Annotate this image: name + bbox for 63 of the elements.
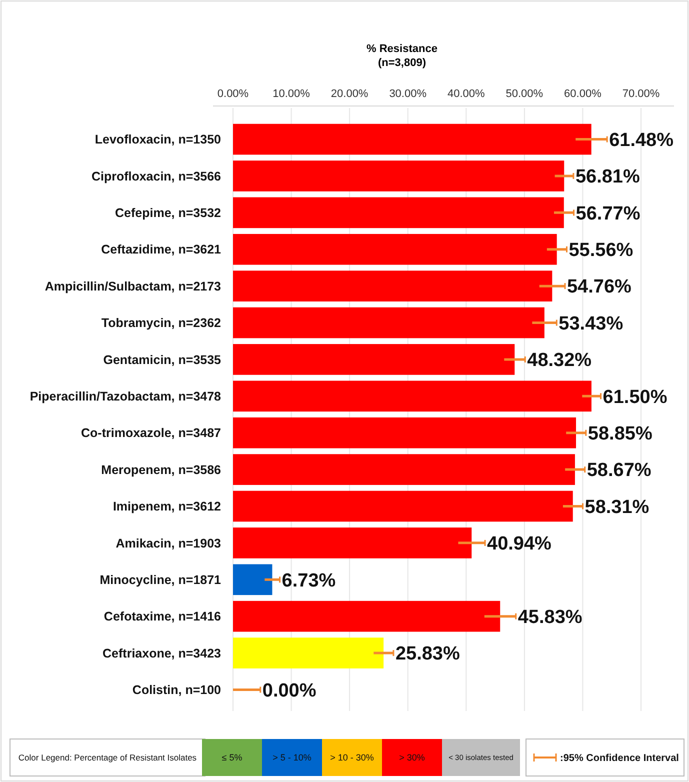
y-tick-label: Minocycline, n=1871 — [100, 573, 222, 588]
data-label: 61.50% — [602, 386, 668, 408]
data-label: 0.00% — [262, 680, 316, 702]
bar — [233, 454, 575, 485]
data-label: 45.83% — [518, 606, 582, 628]
y-tick-label: Gentamicin, n=3535 — [103, 352, 222, 367]
bar — [233, 600, 500, 632]
x-tick-label: 40.00% — [447, 88, 486, 100]
y-tick-label: Colistin, n=100 — [132, 683, 222, 698]
bar — [233, 307, 544, 338]
bar — [233, 638, 384, 668]
data-label: 58.31% — [584, 496, 650, 518]
y-tick-label: Ceftazidime, n=3621 — [101, 242, 222, 257]
bar — [233, 344, 515, 375]
bar — [233, 124, 592, 155]
data-label: 56.77% — [576, 203, 640, 224]
bar — [233, 234, 557, 265]
bar — [233, 564, 272, 596]
text: Color Legend: Percentage of Resistant Isolates — [18, 752, 197, 762]
bar — [233, 490, 573, 522]
data-label: 6.73% — [282, 570, 336, 592]
text: > 10 - 30% — [330, 752, 374, 763]
chart-title: % Resistance — [366, 43, 438, 55]
data-label: 54.76% — [566, 276, 632, 298]
y-tick-label: Amikacin, n=1903 — [116, 536, 222, 550]
text: > 5 - 10% — [272, 752, 312, 763]
x-tick-label: 60.00% — [564, 88, 602, 100]
y-tick-label: Ceftriaxone, n=3423 — [102, 646, 222, 660]
data-label: 25.83% — [395, 644, 460, 665]
chart-subtitle: (n=3,809) — [378, 57, 426, 69]
data-label: 40.94% — [487, 534, 552, 555]
y-tick-label: Imipenem, n=3612 — [112, 500, 222, 514]
text: :95% Confidence Interval — [560, 753, 680, 764]
y-tick-label: Meropenem, n=3586 — [101, 462, 222, 477]
y-tick-label: Piperacillin/Tazobactam, n=3478 — [30, 390, 222, 404]
x-tick-label: 20.00% — [330, 88, 368, 100]
data-label: 61.48% — [609, 130, 674, 151]
bar — [233, 380, 592, 412]
y-tick-label: Tobramycin, n=2362 — [101, 316, 222, 330]
data-label: 55.56% — [568, 240, 634, 262]
bar — [233, 528, 472, 558]
y-tick-label: Ciprofloxacin, n=3566 — [91, 169, 222, 184]
bar — [233, 417, 576, 448]
bar — [233, 270, 552, 302]
x-tick-label: 50.00% — [506, 88, 544, 100]
data-label: 58.67% — [586, 460, 652, 482]
x-tick-label: 70.00% — [622, 88, 660, 100]
bar — [233, 197, 564, 228]
data-label: 56.81% — [575, 166, 640, 188]
x-tick-label: 10.00% — [272, 88, 310, 100]
text: ≤ 5% — [222, 752, 242, 763]
x-tick-label: 30.00% — [389, 88, 427, 100]
y-tick-label: Ampicillin/Sulbactam, n=2173 — [44, 279, 222, 294]
x-tick-label: 0.00% — [217, 88, 249, 100]
data-label: 48.32% — [527, 350, 592, 372]
y-tick-label: Co-trimoxazole, n=3487 — [81, 426, 222, 440]
data-label: 53.43% — [558, 313, 624, 334]
bar — [233, 160, 564, 192]
text: > 30% — [399, 752, 425, 763]
y-tick-label: Cefotaxime, n=1416 — [104, 610, 222, 624]
data-label: 58.85% — [588, 424, 652, 444]
y-tick-label: Cefepime, n=3532 — [115, 206, 222, 220]
y-tick-label: Levofloxacin, n=1350 — [94, 132, 222, 147]
